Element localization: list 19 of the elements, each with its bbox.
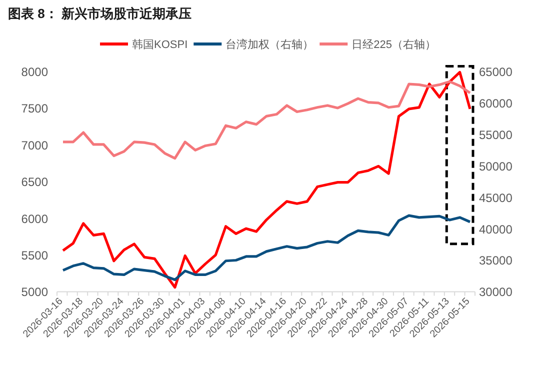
y-tick-label: 7000 — [21, 138, 48, 152]
y2-tick-label: 45000 — [479, 190, 513, 205]
y2-tick-label: 60000 — [479, 96, 513, 110]
y-tick-label: 8000 — [21, 65, 48, 79]
y-tick-label: 6000 — [21, 212, 48, 226]
y2-tick-label: 30000 — [479, 285, 513, 300]
y-tick-label: 5000 — [21, 285, 48, 300]
legend-label: 韩国KOSPI — [132, 38, 188, 51]
y2-tick-label: 35000 — [479, 254, 513, 268]
legend-label: 日经225（右轴） — [352, 38, 436, 51]
y2-tick-label: 40000 — [479, 222, 513, 236]
y2-tick-label: 55000 — [479, 128, 513, 142]
y-tick-label: 6500 — [21, 175, 48, 190]
y-tick-label: 5500 — [21, 248, 48, 262]
chart-title: 图表 8： 新兴市场股市近期承压 — [8, 6, 192, 21]
y2-tick-label: 50000 — [479, 159, 513, 174]
legend-label: 台湾加权（右轴） — [226, 38, 314, 51]
y2-tick-label: 65000 — [479, 65, 513, 79]
y-tick-label: 7500 — [21, 102, 48, 116]
